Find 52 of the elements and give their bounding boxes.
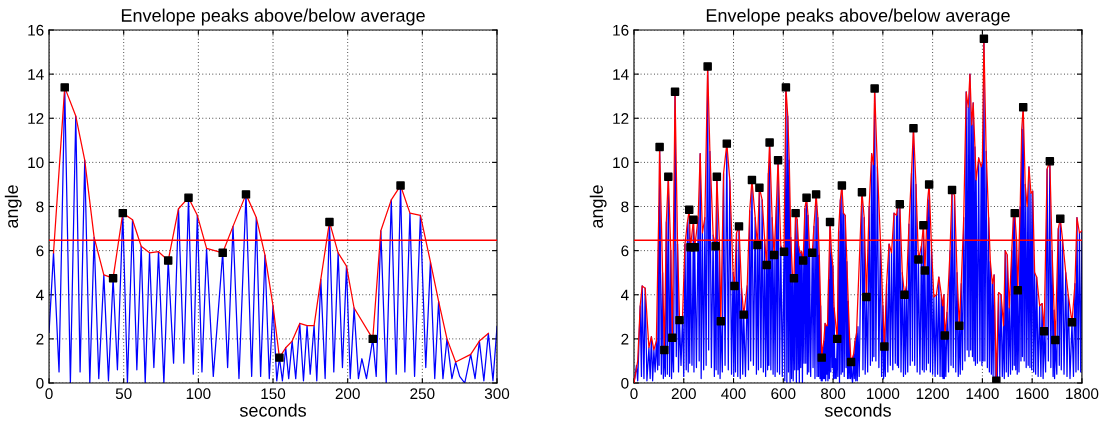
- x-tick-label: 1200: [916, 388, 950, 400]
- y-tick-label: 0: [621, 377, 629, 389]
- x-tick-label: 400: [721, 388, 746, 400]
- x-tick-label: 1000: [867, 388, 900, 400]
- x-tick-label: 150: [261, 388, 286, 400]
- point: [108, 273, 118, 283]
- y-tick-label: 6: [36, 245, 44, 257]
- x-tick-label: 1800: [1066, 388, 1099, 400]
- x-tick-label: 200: [335, 388, 360, 400]
- point: [325, 217, 334, 227]
- y-tick-label: 8: [36, 201, 44, 213]
- y-tick-label: 0: [36, 377, 44, 389]
- x-tick-label: 1600: [1016, 388, 1049, 400]
- y-axis-title: angle: [4, 185, 22, 228]
- x-tick-label: 0: [45, 388, 53, 400]
- x-tick-label: 50: [115, 388, 132, 400]
- point: [368, 334, 378, 344]
- x-tick-label: 300: [484, 388, 510, 400]
- y-tick-label: 10: [28, 157, 44, 169]
- x-tick-label: 600: [771, 388, 796, 400]
- chart-title: Envelope peaks above/below average: [706, 8, 1010, 26]
- point: [241, 190, 251, 199]
- x-tick-label: 0: [630, 388, 638, 400]
- point: [163, 256, 173, 265]
- point: [118, 208, 128, 218]
- x-tick-label: 200: [671, 388, 696, 400]
- y-tick-label: 8: [621, 201, 629, 213]
- y-tick-label: 16: [613, 24, 629, 36]
- point: [275, 353, 284, 362]
- point: [396, 181, 405, 190]
- y-tick-label: 4: [620, 289, 629, 301]
- y-tick-label: 12: [613, 113, 629, 124]
- x-axis-title: seconds: [824, 403, 891, 417]
- x-tick-label: 100: [186, 388, 211, 400]
- y-tick-label: 16: [28, 24, 44, 36]
- y-tick-label: 4: [36, 289, 44, 301]
- point: [218, 248, 227, 258]
- chart-title: Envelope peaks above/below average: [121, 8, 425, 26]
- y-tick-label: 10: [613, 157, 629, 169]
- point: [60, 83, 69, 92]
- x-axis-title: seconds: [239, 403, 306, 417]
- x-tick-label: 800: [821, 388, 846, 400]
- x-tick-label: 250: [410, 388, 435, 400]
- y-tick-label: 14: [613, 69, 629, 80]
- point: [184, 193, 193, 202]
- x-tick-label: 1400: [966, 388, 999, 400]
- y-tick-label: 2: [36, 333, 44, 345]
- y-tick-label: 14: [28, 69, 44, 80]
- y-tick-label: 12: [28, 113, 44, 124]
- y-tick-label: 6: [621, 245, 629, 257]
- y-tick-label: 2: [621, 333, 629, 345]
- y-axis-title: angle: [589, 185, 607, 228]
